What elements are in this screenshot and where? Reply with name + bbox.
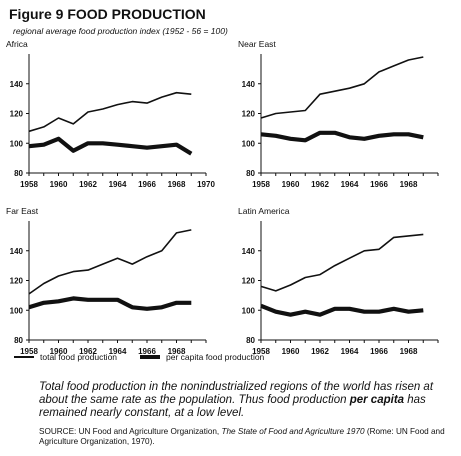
chart-far-east-xtick-label-1962: 1962 [79, 347, 97, 356]
chart-africa-xtick-label-1964: 1964 [109, 180, 127, 189]
chart-near-east-ytick-label-80: 80 [246, 169, 255, 178]
chart-far-east-ytick-label-80: 80 [14, 336, 23, 345]
chart-latin-america-xtick-label-1962: 1962 [311, 347, 329, 356]
chart-far-east-series-per-capita-food-production [28, 296, 192, 311]
chart-latin-america-xtick-label-1960: 1960 [282, 347, 300, 356]
chart-africa-ytick-label-100: 100 [10, 139, 24, 148]
legend-total-swatch [14, 356, 34, 358]
chart-africa-xtick-label-1958: 1958 [20, 180, 38, 189]
chart-far-east-title: Far East [6, 206, 39, 216]
chart-near-east: Near East 80 100 120 140 1958 1960 1962 1964 1966… [238, 39, 439, 189]
chart-near-east-xtick-label-1966: 1966 [370, 180, 388, 189]
chart-near-east-xtick-label-1960: 1960 [282, 180, 300, 189]
chart-far-east-ytick-label-140: 140 [10, 247, 24, 256]
legend-per-capita-label: per capita food production [166, 352, 265, 362]
source-title: The State of Food and Agriculture 1970 [221, 427, 365, 436]
chart-africa-ytick-label-140: 140 [10, 80, 24, 89]
chart-latin-america-series-total-food-production [260, 233, 424, 292]
chart-far-east-xtick-label-1960: 1960 [50, 347, 68, 356]
chart-near-east-series-per-capita-food-production [260, 130, 424, 143]
chart-near-east-series-total-food-production [260, 56, 424, 119]
chart-africa-xtick-label-1962: 1962 [79, 180, 97, 189]
source-prefix: SOURCE: UN Food and Agriculture Organiza… [39, 427, 222, 436]
chart-near-east-xtick-label-1958: 1958 [252, 180, 270, 189]
chart-africa-ytick-label-120: 120 [10, 110, 24, 119]
chart-far-east-ytick-label-120: 120 [10, 277, 24, 286]
caption-bold: per capita [349, 394, 405, 406]
chart-far-east-xtick-label-1964: 1964 [109, 347, 127, 356]
chart-near-east-xtick-label-1968: 1968 [400, 180, 418, 189]
chart-far-east-ytick-label-100: 100 [10, 306, 24, 315]
chart-near-east-ytick-label-140: 140 [242, 80, 256, 89]
legend-total-label: total food production [40, 352, 118, 362]
chart-africa: Africa 80 100 120 140 1958 1960 1962 1964 1966 196… [6, 39, 215, 189]
legend-per-capita-swatch [140, 355, 160, 359]
chart-latin-america-xtick-label-1958: 1958 [252, 347, 270, 356]
chart-near-east-xtick-label-1962: 1962 [311, 180, 329, 189]
chart-latin-america-xtick-label-1968: 1968 [400, 347, 418, 356]
charts-area: Africa 80 100 120 140 1958 1960 1962 1964 1966 196… [6, 39, 439, 356]
figure-title: Figure 9 FOOD PRODUCTION [9, 6, 206, 22]
figure-subtitle: regional average food production index (… [13, 26, 228, 36]
source-note: SOURCE: UN Food and Agriculture Organiza… [39, 427, 449, 447]
chart-africa-xtick-label-1966: 1966 [138, 180, 156, 189]
chart-latin-america-xtick-label-1966: 1966 [370, 347, 388, 356]
chart-far-east-xtick-label-1968: 1968 [168, 347, 186, 356]
chart-far-east: Far East 80 100 120 140 1958 1960 1962 1964 1966 1… [6, 206, 207, 356]
chart-latin-america-ytick-label-100: 100 [242, 306, 256, 315]
chart-africa-ytick-label-80: 80 [14, 169, 23, 178]
legend-total: total food production [14, 352, 117, 362]
caption-part2: has remained nearly constant, at a low l… [39, 394, 426, 419]
chart-latin-america-series-per-capita-food-production [260, 303, 424, 317]
chart-africa-xtick-label-1970: 1970 [197, 180, 215, 189]
chart-near-east-ytick-label-100: 100 [242, 139, 256, 148]
legend-per-capita: per capita food production [140, 352, 264, 362]
chart-latin-america: Latin America 80 100 120 140 1958 1960 1962 1964… [238, 206, 439, 356]
chart-near-east-xtick-label-1964: 1964 [341, 180, 359, 189]
chart-africa-title: Africa [6, 39, 28, 49]
chart-latin-america-ytick-label-120: 120 [242, 277, 256, 286]
caption: Total food production in the nonindustri… [39, 381, 439, 420]
caption-part1: Total food production in the nonindustri… [39, 381, 434, 406]
chart-far-east-series-total-food-production [28, 229, 192, 295]
chart-africa-xtick-label-1960: 1960 [50, 180, 68, 189]
chart-latin-america-ytick-label-140: 140 [242, 247, 256, 256]
chart-latin-america-xtick-label-1964: 1964 [341, 347, 359, 356]
chart-latin-america-title: Latin America [238, 206, 290, 216]
source-suffix: (Rome: UN Food and Agriculture Organizat… [39, 427, 445, 446]
chart-africa-series-total-food-production [28, 91, 192, 133]
chart-africa-xtick-label-1968: 1968 [168, 180, 186, 189]
chart-latin-america-ytick-label-80: 80 [246, 336, 255, 345]
chart-near-east-title: Near East [238, 39, 276, 49]
chart-far-east-xtick-label-1958: 1958 [20, 347, 38, 356]
chart-near-east-ytick-label-120: 120 [242, 110, 256, 119]
chart-far-east-xtick-label-1966: 1966 [138, 347, 156, 356]
chart-africa-series-per-capita-food-production [28, 136, 193, 156]
